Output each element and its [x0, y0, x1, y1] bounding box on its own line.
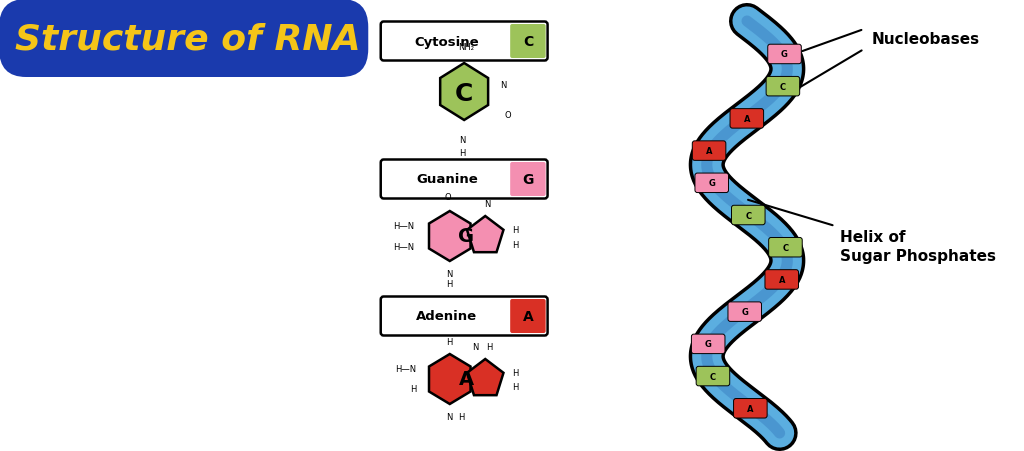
FancyBboxPatch shape [766, 77, 800, 97]
Text: N: N [459, 136, 466, 145]
Text: A: A [748, 404, 754, 413]
FancyBboxPatch shape [510, 299, 546, 333]
Text: H—N: H—N [393, 222, 415, 231]
FancyBboxPatch shape [695, 174, 728, 193]
Text: A: A [706, 147, 713, 156]
Text: Helix of
Sugar Phosphates: Helix of Sugar Phosphates [840, 230, 996, 263]
Text: A: A [743, 115, 750, 124]
Text: H: H [486, 342, 493, 351]
Text: H: H [459, 149, 466, 158]
FancyBboxPatch shape [381, 23, 548, 61]
FancyBboxPatch shape [768, 45, 802, 64]
FancyBboxPatch shape [691, 334, 725, 354]
Text: H: H [410, 385, 416, 394]
Text: H—N: H—N [393, 242, 415, 251]
Text: NH₂: NH₂ [458, 43, 474, 52]
FancyBboxPatch shape [731, 206, 765, 225]
Text: H: H [446, 279, 453, 288]
Text: H: H [512, 240, 518, 249]
Polygon shape [429, 212, 471, 262]
Polygon shape [440, 64, 488, 121]
FancyBboxPatch shape [696, 367, 730, 386]
Text: Guanine: Guanine [416, 173, 478, 186]
Text: G: G [458, 227, 474, 246]
FancyBboxPatch shape [728, 302, 762, 322]
Text: C: C [782, 243, 788, 252]
Text: A: A [522, 309, 534, 323]
Text: O: O [505, 111, 511, 120]
Text: G: G [741, 308, 749, 317]
Text: C: C [780, 83, 786, 92]
Text: Nucleobases: Nucleobases [871, 32, 980, 47]
Polygon shape [429, 354, 471, 404]
Text: Structure of RNA: Structure of RNA [15, 22, 361, 56]
Text: H: H [446, 337, 453, 346]
Text: N: N [501, 81, 507, 90]
FancyBboxPatch shape [692, 142, 726, 161]
Text: C: C [523, 35, 534, 49]
Text: H: H [512, 368, 518, 377]
Text: N: N [446, 412, 453, 421]
FancyBboxPatch shape [0, 0, 369, 78]
Text: C: C [455, 82, 473, 106]
Text: G: G [522, 173, 534, 187]
Text: A: A [459, 370, 474, 389]
Text: O: O [444, 193, 452, 202]
Text: C: C [745, 211, 752, 220]
FancyBboxPatch shape [733, 399, 767, 418]
Text: N: N [472, 342, 479, 351]
Polygon shape [467, 216, 504, 253]
Text: N: N [446, 269, 453, 278]
Text: Adenine: Adenine [417, 310, 477, 323]
Text: H: H [512, 226, 518, 235]
Text: N: N [484, 199, 490, 208]
FancyBboxPatch shape [730, 110, 764, 129]
Polygon shape [467, 359, 504, 396]
FancyBboxPatch shape [765, 270, 799, 290]
FancyBboxPatch shape [381, 160, 548, 199]
Text: H: H [458, 412, 465, 421]
Text: G: G [705, 340, 712, 349]
Text: H: H [512, 382, 518, 391]
Text: G: G [781, 51, 787, 60]
FancyBboxPatch shape [769, 238, 802, 258]
FancyBboxPatch shape [381, 297, 548, 336]
Text: H—N: H—N [395, 365, 416, 374]
FancyBboxPatch shape [510, 25, 546, 59]
Text: Cytosine: Cytosine [415, 36, 479, 48]
FancyBboxPatch shape [510, 163, 546, 197]
Text: G: G [709, 179, 715, 188]
Text: C: C [710, 372, 716, 381]
Text: A: A [778, 275, 785, 284]
